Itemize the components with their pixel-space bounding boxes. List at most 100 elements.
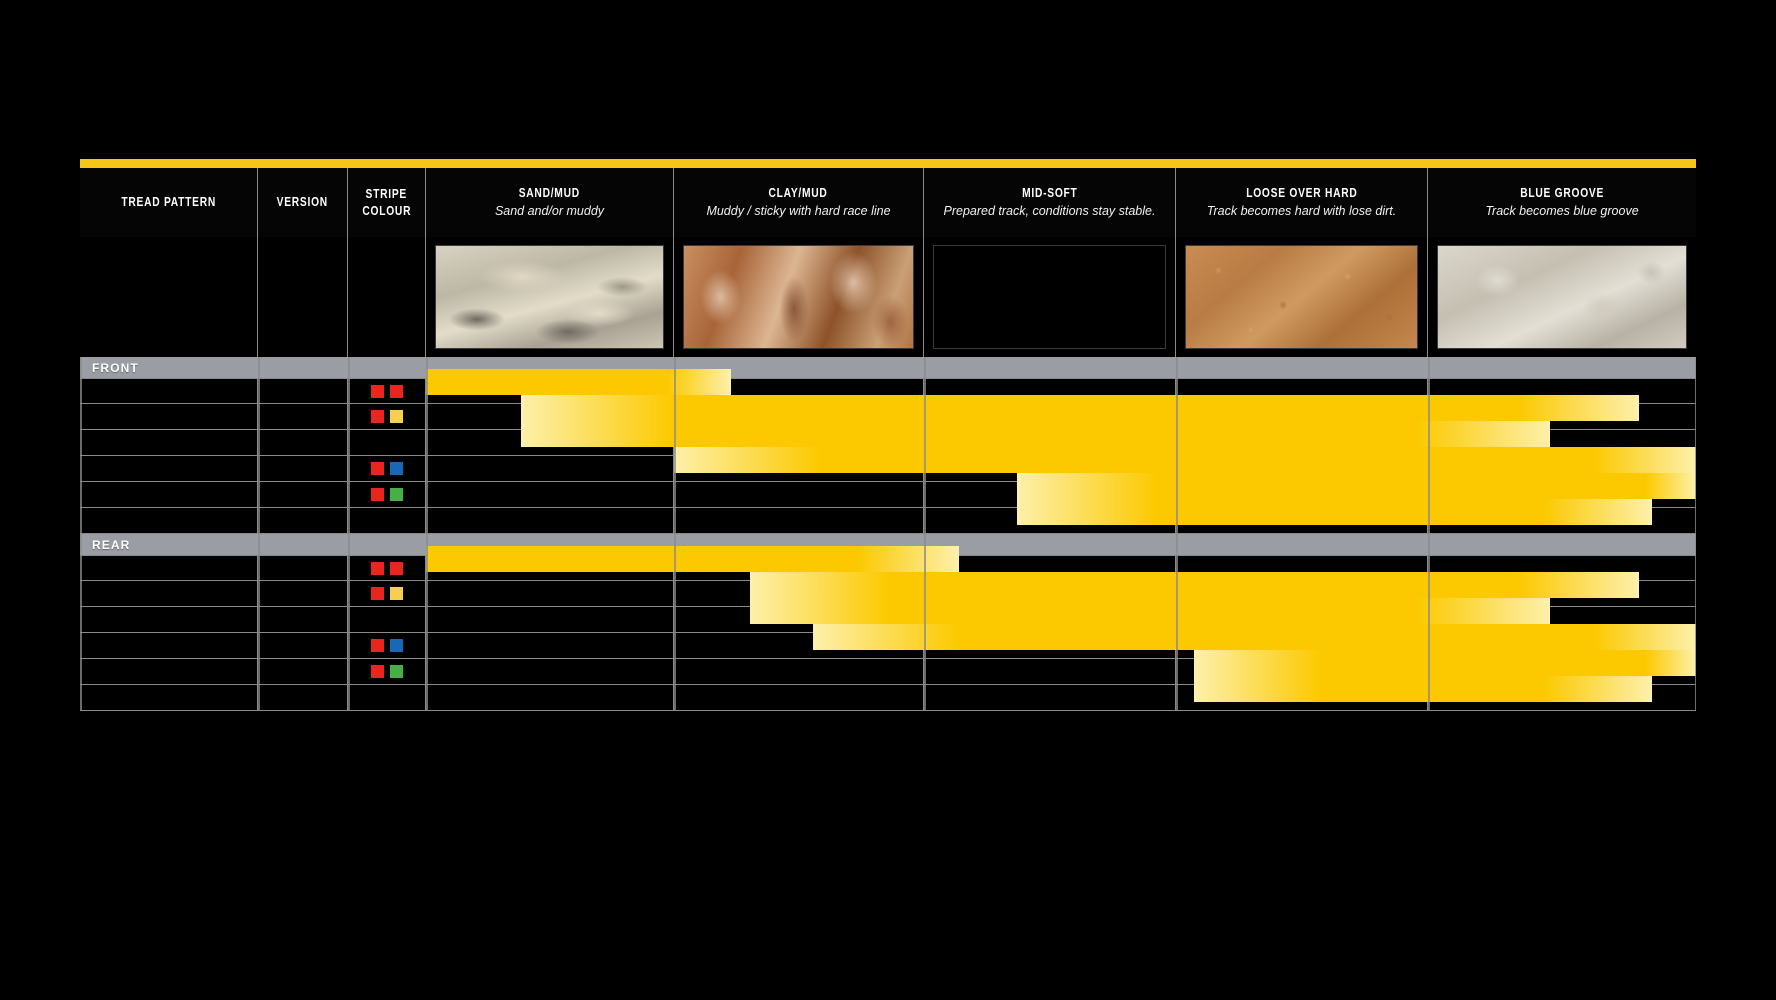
header-title-stripe-colour: STRIPE bbox=[365, 186, 408, 201]
stripe-colour-swatches bbox=[369, 664, 404, 679]
stripe-swatch-red bbox=[388, 383, 404, 399]
table-header-row: TREAD PATTERN VERSION STRIPE COLOUR SAND/MUD… bbox=[80, 168, 1696, 237]
stripe-swatch-yellow bbox=[388, 586, 404, 601]
cell-tread-pattern bbox=[80, 482, 258, 507]
cell-stripe-colour bbox=[348, 685, 426, 710]
header-title-sand-mud: SAND/MUD bbox=[518, 186, 581, 201]
header-subtitle-blue-groove: Track becomes blue groove bbox=[1485, 204, 1639, 219]
section-band-front: FRONT bbox=[80, 357, 1696, 378]
header-title-loose-over-hard: LOOSE OVER HARD bbox=[1245, 186, 1358, 201]
cell-stripe-colour bbox=[348, 581, 426, 606]
terrain-image-sand-mud bbox=[435, 245, 664, 349]
header-cell-sand-mud: SAND/MUD Sand and/or muddy bbox=[426, 168, 674, 237]
cell-sand-mud bbox=[426, 607, 674, 632]
cell-sand-mud bbox=[426, 456, 674, 481]
terrain-photo-cell-loose-over-hard bbox=[1176, 237, 1428, 357]
cell-sand-mud bbox=[426, 508, 674, 533]
cell-tread-pattern bbox=[80, 581, 258, 606]
cell-stripe-colour bbox=[348, 404, 426, 429]
terrain-photo-cell-sand-mud bbox=[426, 237, 674, 357]
header-subtitle-mid-soft: Prepared track, conditions stay stable. bbox=[943, 204, 1156, 219]
stripe-colour-swatches bbox=[369, 560, 404, 576]
terrain-photo-cell-clay-mud bbox=[674, 237, 924, 357]
top-accent-bar bbox=[80, 159, 1696, 168]
header-cell-mid-soft: MID-SOFT Prepared track, conditions stay … bbox=[924, 168, 1176, 237]
suitability-bar bbox=[1194, 650, 1696, 676]
stripe-swatch-red bbox=[369, 383, 385, 399]
terrain-image-mid-soft bbox=[933, 245, 1166, 349]
header-cell-blue-groove: BLUE GROOVE Track becomes blue groove bbox=[1428, 168, 1696, 237]
stripe-swatch-red bbox=[369, 409, 385, 424]
table-row[interactable] bbox=[80, 508, 1696, 534]
cell-stripe-colour bbox=[348, 482, 426, 507]
terrain-image-loose-over-hard bbox=[1185, 245, 1418, 349]
stripe-swatch-green bbox=[388, 664, 404, 679]
cell-version bbox=[258, 659, 348, 684]
suitability-bar bbox=[749, 598, 1550, 624]
terrain-suitability-table: TREAD PATTERN VERSION STRIPE COLOUR SAND/MUD… bbox=[80, 159, 1696, 729]
cell-sand-mud bbox=[426, 659, 674, 684]
cell-sand-mud bbox=[426, 482, 674, 507]
stripe-swatch-red bbox=[369, 487, 385, 502]
cell-version bbox=[258, 379, 348, 403]
terrain-photo-cell-blue-groove bbox=[1428, 237, 1696, 357]
cell-stripe-colour bbox=[348, 556, 426, 580]
cell-sand-mud bbox=[426, 633, 674, 658]
cell-version bbox=[258, 633, 348, 658]
terrain-photo-cell-stripe-colour bbox=[348, 237, 426, 357]
stripe-swatch-red bbox=[369, 560, 385, 576]
stripe-swatch-red bbox=[369, 586, 385, 601]
terrain-image-blue-groove bbox=[1437, 245, 1687, 349]
suitability-bar bbox=[426, 369, 731, 395]
cell-stripe-colour bbox=[348, 659, 426, 684]
header-cell-version: VERSION bbox=[258, 168, 348, 237]
stripe-colour-swatches bbox=[369, 586, 404, 601]
terrain-photo-row bbox=[80, 237, 1696, 357]
cell-stripe-colour bbox=[348, 456, 426, 481]
cell-sand-mud bbox=[426, 581, 674, 606]
cell-stripe-colour bbox=[348, 508, 426, 533]
stripe-colour-swatches bbox=[369, 487, 404, 502]
cell-stripe-colour bbox=[348, 607, 426, 632]
stripe-swatch-yellow bbox=[388, 409, 404, 424]
header-cell-loose-over-hard: LOOSE OVER HARD Track becomes hard with l… bbox=[1176, 168, 1428, 237]
cell-tread-pattern bbox=[80, 430, 258, 455]
cell-version bbox=[258, 430, 348, 455]
header-title-blue-groove: BLUE GROOVE bbox=[1520, 186, 1604, 201]
stripe-colour-swatches bbox=[369, 383, 404, 399]
cell-version bbox=[258, 607, 348, 632]
cell-mid-soft bbox=[924, 685, 1176, 710]
suitability-bar bbox=[749, 572, 1639, 598]
section-label: REAR bbox=[92, 537, 131, 552]
cell-clay-mud bbox=[674, 482, 924, 507]
header-cell-tread-pattern: TREAD PATTERN bbox=[80, 168, 258, 237]
suitability-bar bbox=[426, 546, 960, 572]
section-label: FRONT bbox=[92, 360, 139, 375]
cell-stripe-colour bbox=[348, 379, 426, 403]
header-subtitle-sand-mud: Sand and/or muddy bbox=[494, 204, 605, 219]
suitability-bar bbox=[1194, 676, 1652, 702]
cell-tread-pattern bbox=[80, 456, 258, 481]
header-title-version: VERSION bbox=[276, 195, 329, 210]
stripe-swatch-green bbox=[388, 487, 404, 502]
stripe-swatch-red bbox=[369, 638, 385, 653]
stripe-colour-swatches bbox=[369, 461, 404, 476]
cell-sand-mud bbox=[426, 685, 674, 710]
header-title-mid-soft: MID-SOFT bbox=[1021, 186, 1078, 201]
cell-clay-mud bbox=[674, 659, 924, 684]
cell-version bbox=[258, 581, 348, 606]
header-subtitle-clay-mud: Muddy / sticky with hard race line bbox=[706, 204, 891, 219]
terrain-image-clay-mud bbox=[683, 245, 914, 349]
header-title-tread-pattern: TREAD PATTERN bbox=[121, 195, 216, 210]
cell-stripe-colour bbox=[348, 633, 426, 658]
header-subtitle-loose-over-hard: Track becomes hard with lose dirt. bbox=[1206, 204, 1397, 219]
suitability-bar bbox=[813, 624, 1696, 650]
cell-clay-mud bbox=[674, 685, 924, 710]
cell-version bbox=[258, 685, 348, 710]
suitability-bar bbox=[1016, 473, 1696, 499]
header-title-clay-mud: CLAY/MUD bbox=[768, 186, 829, 201]
cell-tread-pattern bbox=[80, 685, 258, 710]
cell-version bbox=[258, 456, 348, 481]
cell-tread-pattern bbox=[80, 556, 258, 580]
terrain-photo-cell-mid-soft bbox=[924, 237, 1176, 357]
